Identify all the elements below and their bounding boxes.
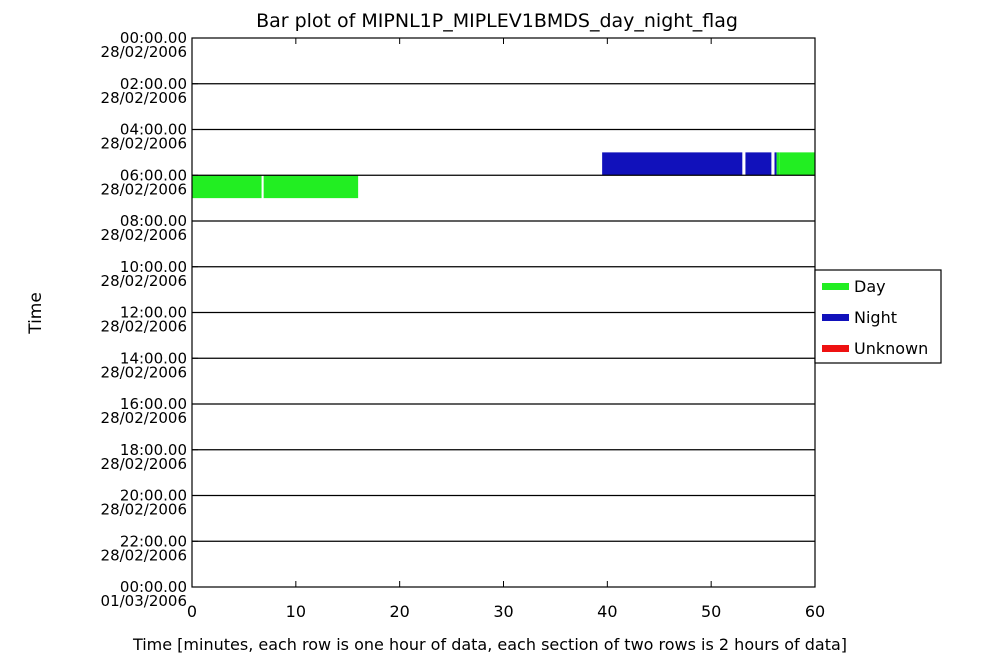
ytick-date-8: 28/02/2006 — [101, 409, 187, 427]
section-gridlines — [192, 83, 815, 542]
segment-3 — [776, 152, 780, 176]
ytick-time-5: 10:00.00 — [120, 258, 187, 276]
ytick-time-11: 22:00.00 — [120, 532, 187, 550]
ytick-date-7: 28/02/2006 — [101, 363, 187, 381]
x-tick-labels: 0 10 20 30 40 50 60 — [187, 602, 825, 621]
ytick-date-2: 28/02/2006 — [101, 135, 187, 153]
y-tick-labels: 00:00.0028/02/200602:00.0028/02/200604:0… — [101, 29, 187, 610]
ytick-time-9: 18:00.00 — [120, 441, 187, 459]
x-axis-label: Time [minutes, each row is one hour of d… — [132, 635, 847, 654]
ytick-date-10: 28/02/2006 — [101, 501, 187, 519]
ytick-date-6: 28/02/2006 — [101, 318, 187, 336]
legend-label-unknown: Unknown — [854, 339, 928, 358]
legend-label-day: Day — [854, 277, 886, 296]
ytick-date-11: 28/02/2006 — [101, 546, 187, 564]
ytick-time-7: 14:00.00 — [120, 349, 187, 367]
ytick-time-6: 12:00.00 — [120, 304, 187, 322]
segment-0 — [602, 152, 743, 176]
segment-6 — [263, 175, 359, 199]
segment-4 — [779, 152, 815, 176]
flag-segments — [192, 152, 815, 199]
y-axis-label: Time — [26, 292, 46, 335]
xtick-label-3: 30 — [493, 602, 513, 621]
ytick-time-0: 00:00.00 — [120, 29, 187, 47]
ytick-time-8: 16:00.00 — [120, 395, 187, 413]
xtick-label-2: 20 — [389, 602, 409, 621]
segment-5 — [192, 175, 262, 199]
xtick-label-0: 0 — [187, 602, 197, 621]
ytick-date-4: 28/02/2006 — [101, 226, 187, 244]
legend: Day Night Unknown — [814, 269, 942, 364]
legend-swatch-day — [822, 283, 849, 290]
xtick-label-4: 40 — [597, 602, 617, 621]
segment-2 — [774, 152, 777, 176]
ytick-date-5: 28/02/2006 — [101, 272, 187, 290]
xtick-label-1: 10 — [286, 602, 306, 621]
ytick-date-0: 28/02/2006 — [101, 43, 187, 61]
ytick-date-9: 28/02/2006 — [101, 455, 187, 473]
ytick-time-2: 04:00.00 — [120, 121, 187, 139]
xtick-label-5: 50 — [701, 602, 721, 621]
segment-1 — [745, 152, 772, 176]
ytick-time-10: 20:00.00 — [120, 487, 187, 505]
chart-title: Bar plot of MIPNL1P_MIPLEV1BMDS_day_nigh… — [256, 10, 738, 32]
legend-swatch-night — [822, 314, 849, 321]
ytick-time-12: 00:00.00 — [120, 578, 187, 596]
legend-label-night: Night — [854, 308, 897, 327]
ytick-date-3: 28/02/2006 — [101, 180, 187, 198]
ytick-time-3: 06:00.00 — [120, 166, 187, 184]
ytick-date-12: 01/03/2006 — [101, 592, 187, 610]
ytick-time-4: 08:00.00 — [120, 212, 187, 230]
legend-swatch-unknown — [822, 345, 849, 352]
ytick-time-1: 02:00.00 — [120, 75, 187, 93]
xtick-label-6: 60 — [805, 602, 825, 621]
ytick-date-1: 28/02/2006 — [101, 89, 187, 107]
